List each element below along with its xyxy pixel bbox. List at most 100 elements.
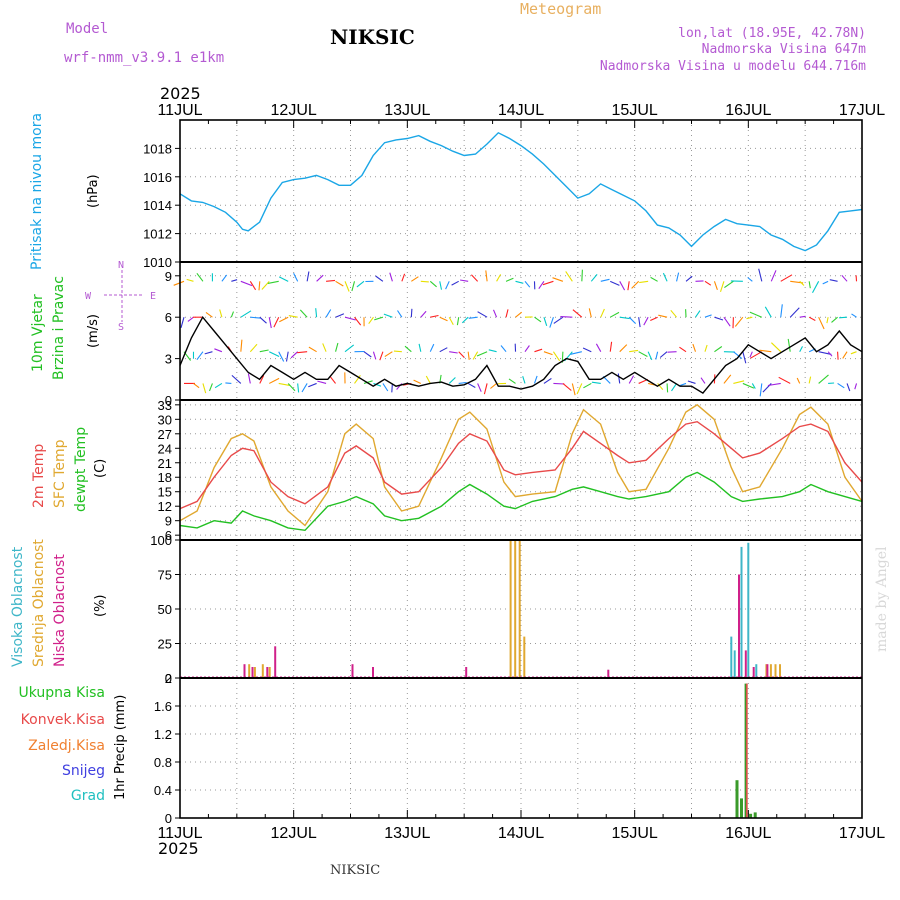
y-tick-label: 1018 <box>143 141 172 156</box>
wind-arrow <box>472 351 479 360</box>
wind-arrow <box>418 343 422 352</box>
x-label-top: 13JUL <box>384 102 430 119</box>
wind-arrow <box>719 281 725 292</box>
wind-arrow <box>219 309 223 318</box>
y-tick-label: 27 <box>158 427 172 442</box>
wind-speed-line <box>179 315 863 395</box>
wind-arrow <box>534 348 543 353</box>
wind-arrow <box>496 274 502 282</box>
wind-arrow <box>628 375 635 384</box>
wind-arrow <box>445 281 450 290</box>
wind-arrow <box>850 351 857 355</box>
wind-arrow <box>363 380 373 384</box>
wind-arrow <box>576 383 583 395</box>
low-cloud-bar <box>766 664 769 678</box>
wind-arrow <box>704 280 712 286</box>
wind-arrow <box>214 348 223 353</box>
mid-cloud-bar <box>518 540 521 678</box>
wind-arrow <box>382 383 389 392</box>
model-name: wrf-nmm_v3.9.1 e1km <box>64 50 224 66</box>
mid-cloud-bar <box>779 664 781 678</box>
wind-arrow <box>572 309 583 318</box>
wind-arrow <box>230 311 235 318</box>
wind-arrow <box>609 311 620 318</box>
wind-arrow <box>205 311 213 318</box>
pressure-line <box>179 131 863 252</box>
mid-cloud-bar <box>523 636 526 678</box>
y-tick-label: 6 <box>165 528 172 543</box>
wind-arrow <box>570 351 582 355</box>
wind-arrow <box>240 280 253 287</box>
wind-arrow <box>420 280 429 283</box>
altitude-label: Nadmorska Visina 647m <box>702 42 867 57</box>
wind-arrow <box>297 351 308 354</box>
station-title: NIKSIC <box>330 25 415 49</box>
wind-arrow <box>846 383 851 392</box>
wind-arrow <box>515 311 523 318</box>
wind-arrow <box>617 373 621 384</box>
wind-arrow <box>316 274 324 282</box>
x-label-bottom: 11JUL <box>157 825 202 842</box>
temp-unit: (C) <box>93 459 108 478</box>
year-top: 2025 <box>160 84 201 103</box>
wind-arrow <box>322 343 327 352</box>
wind-arrow <box>196 351 204 361</box>
wind-arrow <box>374 316 384 321</box>
y-tick-label: 6 <box>165 310 172 325</box>
mid-cloud-bar <box>253 667 256 678</box>
wind-arrow <box>808 281 811 289</box>
wind-arrow <box>767 382 781 387</box>
wind-arrow <box>460 279 469 282</box>
wind-arrow <box>643 316 649 326</box>
y-tick-label: 0 <box>165 811 172 826</box>
wind-arrow <box>742 382 755 389</box>
wind-arrow <box>391 383 393 393</box>
x-label-bottom: 13JUL <box>384 825 430 842</box>
wind-arrow <box>671 383 678 392</box>
wind-arrow <box>393 350 402 353</box>
wind-arrow <box>301 383 308 393</box>
wind-arrow <box>344 344 355 353</box>
wind-arrow <box>560 316 573 318</box>
wind-arrow <box>278 382 290 386</box>
wind-arrow <box>208 383 213 392</box>
panel-cloud: 0 25 50 75 100 <box>150 533 862 686</box>
wind-arrow <box>259 349 269 353</box>
wind-arrow <box>538 281 545 290</box>
wind-arrow <box>293 273 299 282</box>
wind-arrow <box>379 351 384 361</box>
temp-ylabel-sfc: SFC Temp <box>52 439 68 508</box>
wind-arrow <box>700 377 706 384</box>
wind-arrow <box>306 271 310 282</box>
y-tick-label: 21 <box>158 456 172 471</box>
wind-arrow <box>204 351 213 355</box>
wind-arrow <box>799 346 803 352</box>
plot-area: 1010101210141016101803696912151821242730… <box>143 102 885 842</box>
x-label-top: 17JUL <box>839 102 885 119</box>
wind-arrow <box>842 351 848 359</box>
wind-arrow <box>508 378 516 384</box>
wind-arrow <box>351 281 356 292</box>
wind-arrow <box>458 381 467 384</box>
wind-arrow <box>734 316 744 327</box>
wind-arrow <box>288 315 298 318</box>
wind-arrow <box>492 309 498 318</box>
wind-arrow <box>325 309 332 318</box>
wind-arrow <box>714 316 724 321</box>
total-rain-bar <box>753 812 757 818</box>
y-tick-label: 12 <box>158 499 172 514</box>
compass-s: S <box>118 322 124 333</box>
wind-arrow <box>600 278 610 282</box>
wind-arrow <box>829 279 838 282</box>
y-tick-label: 0 <box>165 393 172 408</box>
wind-arrow <box>287 383 296 392</box>
wind-arrow <box>372 351 377 360</box>
wind-arrow <box>650 276 658 282</box>
wind-arrow <box>180 317 185 328</box>
wind-arrow <box>749 351 753 358</box>
wind-arrow <box>278 276 289 282</box>
mid-cloud-bar <box>509 540 512 678</box>
wind-arrow <box>335 280 344 287</box>
